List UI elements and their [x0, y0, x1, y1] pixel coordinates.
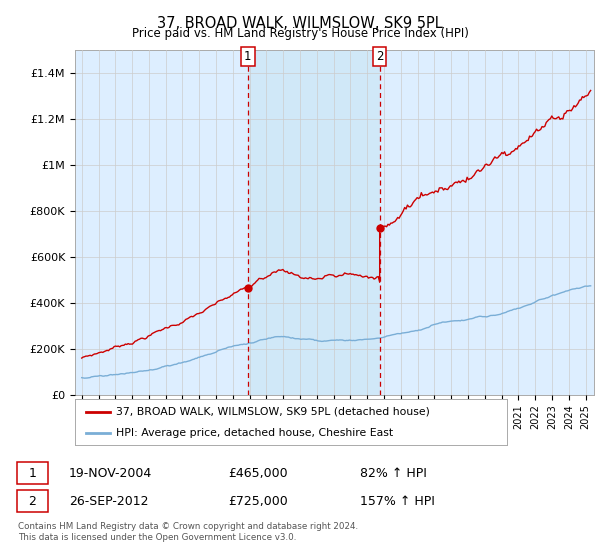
Text: Contains HM Land Registry data © Crown copyright and database right 2024.: Contains HM Land Registry data © Crown c… [18, 522, 358, 531]
Text: 157% ↑ HPI: 157% ↑ HPI [360, 494, 435, 508]
Text: 37, BROAD WALK, WILMSLOW, SK9 5PL (detached house): 37, BROAD WALK, WILMSLOW, SK9 5PL (detac… [116, 407, 430, 417]
Text: HPI: Average price, detached house, Cheshire East: HPI: Average price, detached house, Ches… [116, 428, 393, 438]
Text: 1: 1 [244, 50, 251, 63]
Text: 26-SEP-2012: 26-SEP-2012 [69, 494, 149, 508]
Text: 2: 2 [28, 494, 37, 508]
Bar [248, 50, 380, 395]
Text: 37, BROAD WALK, WILMSLOW, SK9 5PL: 37, BROAD WALK, WILMSLOW, SK9 5PL [157, 16, 443, 31]
Text: £465,000: £465,000 [228, 466, 287, 480]
Text: 1: 1 [28, 466, 37, 480]
Text: £725,000: £725,000 [228, 494, 288, 508]
Text: 2: 2 [376, 50, 383, 63]
Text: 19-NOV-2004: 19-NOV-2004 [69, 466, 152, 480]
Text: This data is licensed under the Open Government Licence v3.0.: This data is licensed under the Open Gov… [18, 533, 296, 542]
Text: Price paid vs. HM Land Registry's House Price Index (HPI): Price paid vs. HM Land Registry's House … [131, 27, 469, 40]
Text: 82% ↑ HPI: 82% ↑ HPI [360, 466, 427, 480]
